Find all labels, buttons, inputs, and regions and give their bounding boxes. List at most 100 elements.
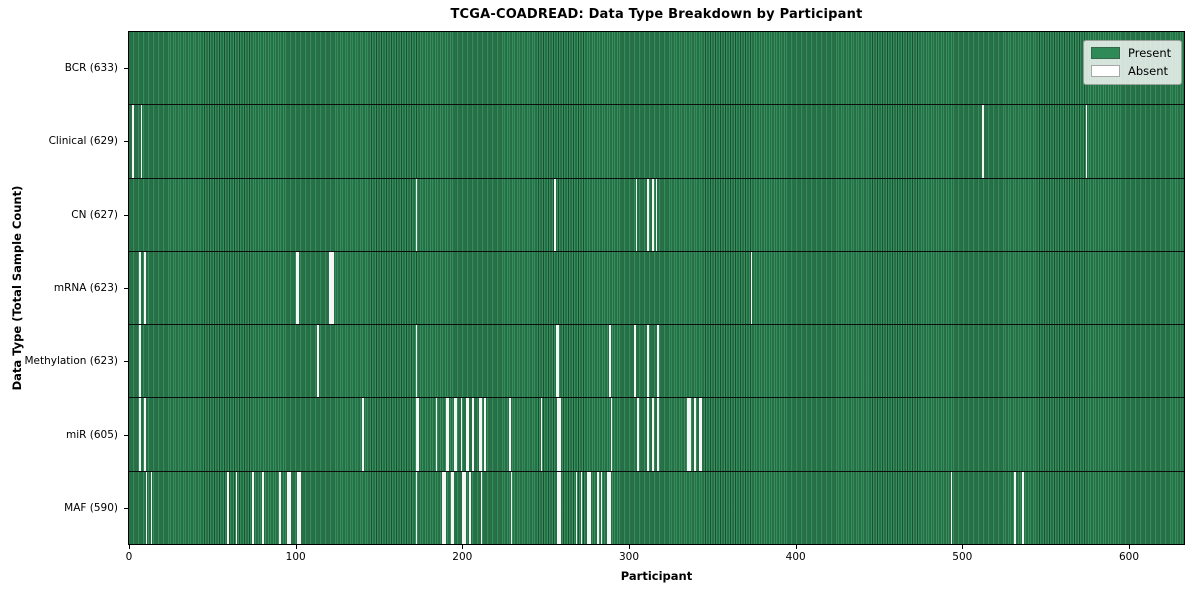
y-tick-label-miR: miR (605) [65, 428, 118, 441]
x-tick-label-300: 300 [618, 551, 640, 563]
absent-mark [557, 471, 561, 544]
y-tick-label-Methylation: Methylation (623) [24, 355, 118, 368]
heatmap-row-MAF [129, 471, 1184, 544]
absent-mark [262, 471, 265, 544]
x-tick-label-0: 0 [125, 551, 133, 563]
absent-mark [479, 398, 483, 471]
absent-mark [139, 398, 141, 471]
absent-mark [460, 398, 463, 471]
absent-mark [575, 471, 578, 544]
absent-mark [1022, 471, 1025, 544]
heatmap-row-miR [129, 398, 1184, 472]
absent-mark [287, 471, 291, 544]
chart-title: TCGA-COADREAD: Data Type Breakdown by Pa… [450, 7, 863, 22]
y-tick-mark [124, 214, 128, 216]
absent-mark [415, 178, 418, 251]
absent-mark [144, 398, 146, 471]
heatmap-row-Clinical [129, 105, 1184, 179]
y-tick-label-Clinical: Clinical (629) [48, 135, 118, 148]
absent-mark [139, 251, 141, 325]
absent-mark [750, 251, 753, 325]
y-tick-label-MAF: MAF (590) [64, 502, 118, 515]
absent-mark [982, 105, 985, 178]
absent-mark [610, 398, 613, 471]
y-tick-label-CN: CN (627) [71, 208, 118, 221]
absent-mark [415, 325, 418, 398]
absent-mark [415, 471, 418, 544]
x-tick-mark [295, 545, 297, 549]
heatmap-row-Methylation [129, 325, 1184, 399]
absent-mark [634, 325, 636, 398]
absent-mark [637, 398, 640, 471]
absent-mark [555, 325, 559, 398]
absent-mark [140, 105, 143, 178]
legend-swatch-absent [1091, 65, 1120, 77]
absent-mark [227, 471, 230, 544]
absent-mark [150, 471, 153, 544]
absent-mark [580, 471, 583, 544]
x-axis-label: Participant [620, 569, 693, 583]
absent-mark [279, 471, 281, 544]
absent-mark [297, 471, 301, 544]
absent-mark [597, 471, 600, 544]
absent-mark [469, 471, 471, 544]
x-tick-mark [962, 545, 964, 549]
x-tick-label-400: 400 [785, 551, 806, 563]
absent-mark [1014, 471, 1016, 544]
heatmap-row-BCR [129, 32, 1184, 106]
absent-mark [484, 398, 486, 471]
x-tick-mark [462, 545, 464, 549]
x-tick-label-600: 600 [1118, 551, 1140, 563]
absent-mark [252, 471, 255, 544]
absent-mark [657, 325, 660, 398]
absent-mark [647, 325, 650, 398]
legend-swatch-present [1091, 47, 1120, 59]
absent-mark [235, 471, 238, 544]
absent-mark [657, 398, 660, 471]
absent-mark [652, 178, 655, 251]
absent-mark [442, 471, 446, 544]
absent-mark [435, 398, 438, 471]
absent-mark [950, 471, 953, 544]
absent-mark [609, 325, 611, 398]
legend-label: Absent [1128, 64, 1169, 78]
absent-mark [694, 398, 696, 471]
absent-mark [635, 178, 638, 251]
y-tick-mark [124, 434, 128, 436]
absent-mark [465, 398, 469, 471]
legend-label: Present [1128, 46, 1172, 60]
x-tick-label-500: 500 [952, 551, 973, 563]
absent-mark [557, 398, 561, 471]
y-tick-label-mRNA: mRNA (623) [53, 282, 118, 294]
plot-area [128, 31, 1185, 545]
absent-mark [480, 471, 483, 544]
absent-mark [647, 398, 650, 471]
absent-mark [510, 471, 513, 544]
absent-mark [607, 471, 611, 544]
absent-mark [587, 471, 591, 544]
absent-mark [554, 178, 556, 251]
y-tick-mark [124, 67, 128, 69]
absent-mark [600, 471, 603, 544]
legend-entry-present: Present [1091, 46, 1171, 60]
y-tick-mark [124, 288, 128, 289]
heatmap-row-CN [129, 178, 1184, 252]
y-tick-label-BCR: BCR (633) [64, 61, 118, 74]
y-tick-mark [124, 508, 128, 510]
x-tick-label-100: 100 [285, 551, 306, 563]
absent-mark [295, 251, 299, 325]
y-tick-mark [124, 141, 128, 143]
legend-entry-absent: Absent [1091, 64, 1171, 78]
absent-mark [144, 251, 146, 325]
heatmap-row-mRNA [129, 251, 1184, 326]
absent-mark [450, 471, 454, 544]
y-tick-mark [124, 361, 128, 363]
absent-mark [317, 325, 320, 398]
absent-mark [454, 398, 458, 471]
absent-mark [145, 471, 148, 544]
absent-mark [332, 251, 335, 325]
absent-mark [687, 398, 691, 471]
x-tick-mark [795, 545, 797, 549]
absent-mark [1085, 105, 1088, 178]
